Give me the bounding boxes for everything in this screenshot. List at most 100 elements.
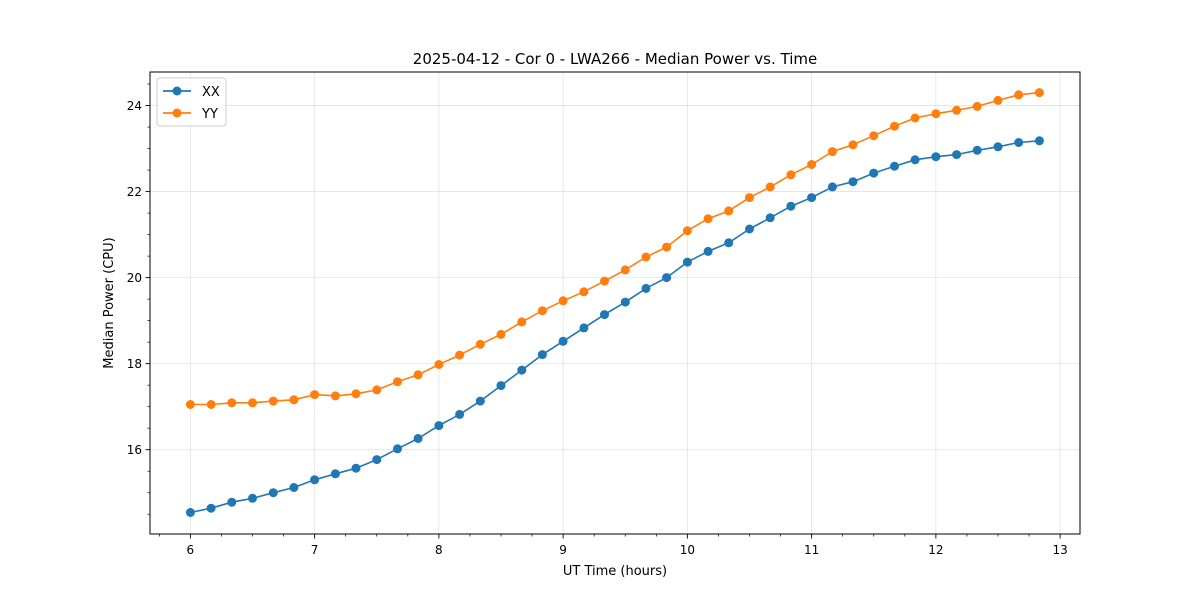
data-point-xx [372,455,382,465]
data-point-yy [848,140,858,150]
data-point-yy [517,317,527,327]
data-point-yy [827,147,837,157]
data-point-yy [993,95,1003,105]
data-point-xx [807,193,817,203]
y-tick-label: 24 [127,99,142,113]
legend-label-yy: YY [201,107,218,122]
data-point-yy [227,398,237,408]
data-point-yy [413,370,423,380]
data-point-yy [641,252,651,262]
data-point-xx [786,201,796,211]
x-tick-label: 9 [559,543,567,557]
series-line-yy [190,91,1040,406]
data-point-yy [869,131,879,141]
data-point-xx [351,463,361,473]
data-point-xx [268,488,278,498]
series-yy [185,88,1044,409]
data-point-xx [620,297,630,307]
data-point-xx [745,224,754,234]
y-axis: 16 18 20 22 24 [127,83,150,515]
data-point-yy [206,400,216,409]
data-point-xx [952,150,962,160]
data-point-xx [724,238,734,248]
data-point-yy [703,214,713,224]
data-point-xx [537,350,547,360]
y-axis-label: Median Power (CPU) [102,237,117,368]
data-point-xx [227,497,237,507]
data-point-yy [537,306,547,316]
data-point-xx [517,365,527,375]
data-point-yy [662,242,672,252]
data-point-yy [434,360,444,369]
data-point-yy [745,193,754,203]
data-point-yy [931,109,941,119]
data-point-xx [393,444,402,454]
data-point-xx [641,283,651,293]
data-point-xx [765,213,775,223]
data-point-yy [910,113,920,123]
data-point-xx [558,336,568,346]
x-tick-label: 13 [1052,543,1067,557]
data-point-yy [765,182,775,192]
data-point-xx [579,323,589,333]
data-point-yy [393,377,402,387]
legend-marker-xx [172,86,182,96]
data-point-yy [330,391,340,401]
data-point-yy [1034,88,1044,98]
data-point-xx [993,142,1003,152]
data-point-xx [972,145,982,155]
data-point-yy [807,160,817,169]
data-point-yy [372,385,382,395]
data-point-yy [185,400,195,409]
x-axis-label: UT Time (hours) [563,564,667,579]
data-point-xx [682,257,692,267]
data-point-xx [330,469,340,479]
data-point-xx [848,177,858,187]
data-point-yy [890,121,899,131]
data-point-yy [952,105,962,115]
data-point-yy [579,287,589,297]
x-axis: 6 7 8 9 10 11 12 13 [158,534,1068,557]
data-point-xx [1034,136,1044,146]
data-point-yy [496,329,506,339]
data-point-yy [475,339,485,349]
x-tick-label: 11 [804,543,819,557]
data-point-xx [827,182,837,192]
data-point-yy [268,396,278,406]
data-point-xx [496,381,506,391]
x-tick-label: 10 [680,543,695,557]
series-line-xx [190,140,1040,514]
data-point-xx [910,155,920,165]
x-tick-label: 6 [187,543,195,557]
data-point-yy [972,101,982,111]
data-point-xx [475,396,485,406]
x-tick-label: 8 [435,543,443,557]
data-point-xx [289,483,299,492]
data-point-xx [455,409,465,419]
data-point-xx [434,421,444,431]
data-point-yy [351,389,361,399]
y-tick-label: 18 [127,357,142,371]
data-point-xx [890,161,899,171]
y-tick-label: 16 [127,443,142,457]
x-tick-label: 12 [928,543,943,557]
y-tick-label: 20 [127,271,142,285]
y-tick-label: 22 [127,185,142,199]
data-point-xx [185,508,195,517]
data-point-xx [1014,138,1024,147]
data-point-yy [786,170,796,180]
data-point-xx [310,475,320,485]
data-point-xx [206,503,216,513]
legend-label-xx: XX [202,85,220,100]
data-point-xx [931,152,941,162]
data-point-yy [248,398,257,408]
data-point-yy [600,276,609,286]
data-point-yy [620,265,630,275]
series-group [185,88,1044,517]
plot-frame [149,71,1081,535]
x-tick-label: 7 [311,543,319,557]
chart-title: 2025-04-12 - Cor 0 - LWA266 - Median Pow… [413,50,817,68]
data-point-xx [600,310,609,320]
